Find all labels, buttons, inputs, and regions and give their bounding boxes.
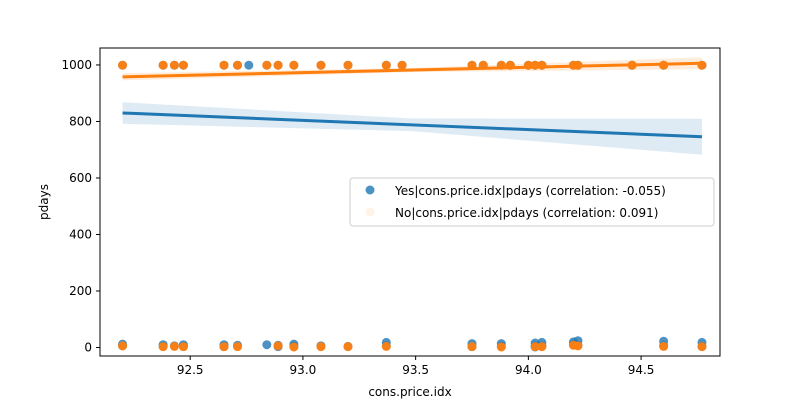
x-axis: 92.5 93.0 93.5 94.0 94.5 — [177, 356, 655, 377]
data-point — [530, 342, 540, 352]
y-axis-label: pdays — [37, 184, 51, 220]
legend: Yes|cons.price.idx|pdays (correlation: -… — [349, 177, 715, 227]
series-yes-confidence-band — [122, 102, 702, 155]
series-no-regression-line — [122, 61, 702, 79]
data-point — [343, 60, 353, 70]
x-tick-label: 94.5 — [628, 363, 655, 377]
data-point — [537, 342, 547, 352]
data-point — [262, 340, 272, 350]
y-tick-label: 600 — [69, 171, 92, 185]
data-point — [467, 342, 477, 352]
data-point — [219, 342, 229, 352]
data-point — [343, 342, 353, 352]
data-point — [178, 60, 188, 70]
x-tick-label: 94.0 — [515, 363, 542, 377]
x-tick-label: 93.0 — [290, 363, 317, 377]
data-point — [659, 341, 669, 351]
y-tick-label: 800 — [69, 114, 92, 128]
data-point — [273, 341, 283, 351]
data-point — [158, 342, 168, 352]
legend-marker-yes — [365, 185, 375, 195]
data-point — [262, 60, 272, 70]
data-point — [316, 60, 326, 70]
legend-box — [349, 177, 715, 227]
data-point — [169, 341, 179, 351]
data-point — [397, 60, 407, 70]
plot-area — [118, 57, 707, 352]
data-point — [381, 341, 391, 351]
data-point — [316, 342, 326, 352]
data-point — [169, 60, 179, 70]
y-tick-label: 1000 — [61, 58, 92, 72]
data-point — [178, 342, 188, 352]
legend-marker-no — [365, 207, 375, 217]
data-point — [289, 60, 299, 70]
data-point — [118, 60, 128, 70]
y-tick-label: 0 — [84, 341, 92, 355]
data-point — [118, 341, 128, 351]
data-point — [233, 342, 243, 352]
data-point — [496, 342, 506, 352]
data-point — [219, 60, 229, 70]
data-point — [381, 60, 391, 70]
data-point — [573, 341, 583, 351]
y-axis: 0 200 400 600 800 1000 — [61, 58, 100, 355]
legend-label-no: No|cons.price.idx|pdays (correlation: 0.… — [395, 206, 658, 220]
data-point — [244, 60, 254, 70]
series-yes-regression-line — [122, 111, 703, 139]
y-tick-label: 200 — [69, 284, 92, 298]
data-point — [273, 60, 283, 70]
data-point — [289, 342, 299, 352]
data-point — [697, 342, 707, 352]
x-axis-label: cons.price.idx — [368, 385, 451, 399]
axes-frame — [99, 47, 721, 357]
legend-label-yes: Yes|cons.price.idx|pdays (correlation: -… — [394, 184, 666, 198]
data-point — [158, 60, 168, 70]
x-tick-label: 93.5 — [402, 363, 429, 377]
y-tick-label: 400 — [69, 227, 92, 241]
data-point — [233, 60, 243, 70]
x-tick-label: 92.5 — [177, 363, 204, 377]
